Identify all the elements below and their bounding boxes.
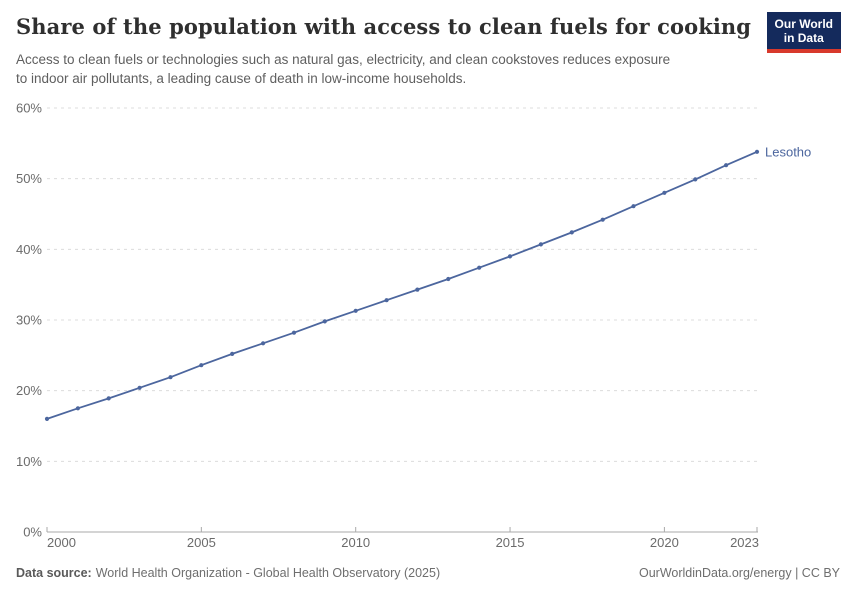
owid-logo: Our World in Data <box>766 12 841 53</box>
data-point[interactable] <box>199 363 204 368</box>
data-point[interactable] <box>569 230 574 235</box>
data-point[interactable] <box>75 406 80 411</box>
data-point[interactable] <box>754 149 760 154</box>
x-tick-label: 2010 <box>341 535 370 550</box>
x-tick-label: 2015 <box>496 535 525 550</box>
data-point[interactable] <box>724 163 729 168</box>
data-point[interactable] <box>168 375 173 380</box>
data-source-label: Data source: <box>16 566 92 580</box>
data-point[interactable] <box>693 177 698 182</box>
chart-title: Share of the population with access to c… <box>16 14 752 39</box>
data-point[interactable] <box>261 341 266 346</box>
data-point[interactable] <box>662 190 667 195</box>
y-tick-label: 10% <box>16 454 42 469</box>
x-tick-label: 2023 <box>730 535 759 550</box>
y-tick-label: 20% <box>16 383 42 398</box>
data-point[interactable] <box>230 351 235 356</box>
data-point[interactable] <box>353 308 358 313</box>
data-point[interactable] <box>322 319 327 324</box>
data-source-note: Data source: World Health Organization - … <box>16 566 440 580</box>
series-line[interactable] <box>46 150 758 420</box>
data-point[interactable] <box>631 204 636 209</box>
data-point[interactable] <box>600 217 605 222</box>
data-point[interactable] <box>507 254 513 259</box>
data-point[interactable] <box>477 265 482 270</box>
x-tick-label: 2020 <box>650 535 679 550</box>
y-tick-label: 60% <box>16 101 42 116</box>
owid-logo-line1: Our World <box>774 17 833 31</box>
data-point[interactable] <box>291 330 297 335</box>
y-tick-label: 30% <box>16 313 42 328</box>
y-tick-label: 50% <box>16 171 42 186</box>
data-source-text: World Health Organization - Global Healt… <box>95 566 441 580</box>
owid-logo-line2: in Data <box>783 31 824 46</box>
data-point[interactable] <box>446 276 451 282</box>
data-point[interactable] <box>384 298 389 303</box>
chart-subtitle: Access to clean fuels or technologies su… <box>16 52 671 86</box>
x-tick-label: 2005 <box>187 535 216 550</box>
data-point[interactable] <box>106 396 111 401</box>
data-point[interactable] <box>137 385 142 390</box>
entity-label[interactable]: Lesotho <box>765 144 811 159</box>
credit-link[interactable]: OurWorldinData.org/energy | CC BY <box>638 566 840 580</box>
chart-footer: Data source: World Health Organization - … <box>16 566 840 580</box>
data-point[interactable] <box>44 416 50 421</box>
x-tick-label: 2000 <box>47 535 76 550</box>
y-tick-label: 0% <box>23 525 42 540</box>
y-tick-label: 40% <box>16 242 42 257</box>
data-point[interactable] <box>415 287 420 292</box>
data-point[interactable] <box>538 242 544 247</box>
